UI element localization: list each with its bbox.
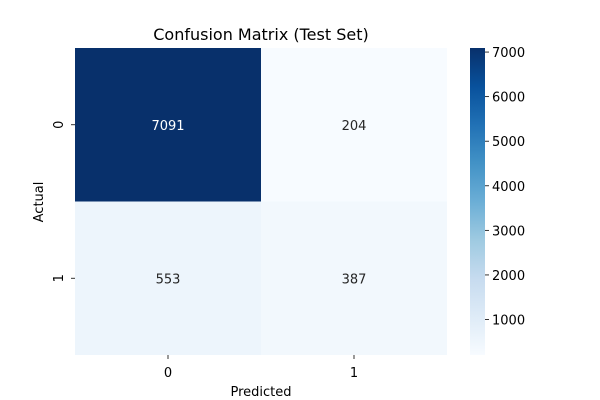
chart-title: Confusion Matrix (Test Set): [153, 25, 368, 44]
heatmap-cell-0-0: [75, 48, 261, 202]
y-tick-label: 0: [52, 121, 67, 129]
x-tick-label: 0: [164, 366, 172, 381]
colorbar-tick-label: 7000: [492, 46, 525, 61]
colorbar-tick-label: 4000: [492, 180, 525, 195]
y-tick-label: 1: [52, 274, 67, 282]
colorbar-tick-label: 6000: [492, 91, 525, 106]
colorbar-tick-label: 1000: [492, 314, 525, 329]
colorbar-ticks: 1000 2000 3000 4000 5000 6000 7000: [485, 46, 525, 329]
cell-value-1-1: 387: [342, 272, 367, 287]
x-tick-label: 1: [350, 366, 358, 381]
heatmap-cell-1-1: [261, 201, 447, 355]
colorbar-tick-label: 3000: [492, 224, 525, 239]
colorbar-tick-label: 2000: [492, 269, 525, 284]
x-axis-label: Predicted: [230, 385, 291, 400]
y-axis-label: Actual: [32, 182, 47, 223]
cell-value-0-0: 7091: [151, 119, 184, 134]
heatmap-cell-1-0: [75, 201, 261, 355]
colorbar-tick-label: 5000: [492, 135, 525, 150]
y-axis-ticks: 01: [52, 121, 75, 282]
cell-value-0-1: 204: [342, 119, 367, 134]
heatmap-cell-0-1: [261, 48, 447, 202]
heatmap-cell-labels: 7091 204 553 387: [151, 119, 366, 288]
cell-value-1-0: 553: [156, 272, 181, 287]
heatmap-cells: [75, 48, 447, 355]
colorbar: [470, 48, 485, 355]
